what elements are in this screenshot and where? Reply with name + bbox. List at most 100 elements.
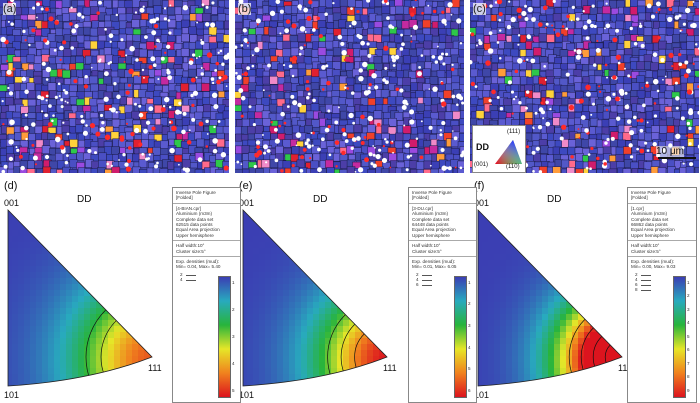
grain: [167, 131, 176, 141]
density-cell: [530, 210, 537, 213]
density-cell: [331, 212, 338, 219]
particle: [12, 67, 16, 71]
density-cell: [289, 290, 296, 297]
density-cell: [126, 344, 133, 351]
grain: [345, 124, 355, 134]
particle: [36, 16, 38, 19]
particle: [571, 5, 575, 9]
grain: [602, 169, 611, 173]
particle: [508, 0, 511, 3]
particle: [439, 129, 443, 132]
density-cell: [343, 212, 350, 219]
density-cell: [24, 350, 31, 357]
density-cell: [150, 210, 152, 213]
grain: [82, 6, 92, 16]
density-cell: [259, 284, 266, 291]
density-cell: [271, 278, 278, 285]
particle: [145, 157, 149, 161]
density-cell: [319, 380, 326, 386]
density-cell: [325, 386, 332, 391]
particle: [592, 102, 596, 106]
particle: [668, 7, 673, 11]
density-cell: [108, 338, 115, 345]
density-cell: [301, 272, 308, 279]
particle: [624, 67, 626, 70]
particle: [122, 153, 126, 157]
particle: [453, 136, 458, 141]
density-cell: [482, 224, 489, 231]
density-cell: [361, 218, 368, 225]
density-cell: [331, 314, 338, 321]
grain: [623, 146, 632, 155]
particle: [391, 140, 394, 143]
density-cell: [54, 290, 61, 297]
ipf-panel-e: (e) 001 DD 101 111: [235, 176, 468, 401]
particle: [604, 63, 608, 67]
particle: [53, 48, 57, 52]
density-cell: [355, 332, 362, 339]
density-cell: [12, 326, 19, 333]
density-cell: [482, 210, 489, 213]
density-cell: [494, 212, 501, 219]
density-cell: [277, 350, 284, 357]
density-cell: [66, 374, 73, 381]
density-cell: [96, 332, 103, 339]
particle: [356, 33, 361, 38]
density-cell: [361, 338, 368, 345]
density-cell: [277, 210, 284, 213]
density-cell: [253, 236, 260, 243]
grain: [75, 124, 85, 133]
particle: [628, 143, 633, 148]
particle: [247, 45, 249, 47]
particle: [213, 125, 216, 129]
density-cell: [259, 278, 266, 285]
density-cell: [24, 338, 31, 345]
density-cell: [385, 290, 387, 297]
density-cell: [60, 236, 67, 243]
particle: [308, 156, 312, 160]
density-cell: [66, 302, 73, 309]
density-cell: [18, 314, 25, 321]
particle: [664, 75, 667, 78]
density-cell: [277, 290, 284, 297]
density-cell: [90, 368, 97, 375]
particle: [110, 164, 113, 168]
density-cell: [253, 266, 260, 273]
grain: [643, 169, 652, 173]
density-cell: [48, 320, 55, 327]
density-cell: [337, 362, 344, 369]
particle: [429, 164, 432, 167]
density-cell: [259, 380, 266, 386]
density-cell: [90, 314, 97, 321]
density-cell: [243, 374, 248, 381]
density-cell: [243, 356, 248, 363]
density-cell: [78, 242, 85, 249]
density-cell: [24, 212, 31, 219]
density-cell: [265, 362, 272, 369]
density-cell: [295, 338, 302, 345]
density-cell: [54, 314, 61, 321]
density-cell: [301, 356, 308, 363]
density-cell: [313, 210, 320, 213]
density-cell: [18, 320, 25, 327]
particle: [403, 124, 406, 127]
grain: [275, 145, 284, 155]
density-cell: [156, 242, 160, 249]
density-cell: [572, 210, 579, 213]
particle: [512, 97, 516, 101]
particle: [656, 89, 660, 93]
density-cell: [253, 374, 260, 381]
density-cell: [60, 224, 67, 231]
density-cell: [391, 248, 395, 255]
particle: [496, 96, 500, 99]
grain: [373, 110, 383, 119]
density-cell: [144, 338, 151, 345]
density-cell: [114, 230, 121, 237]
grain: [326, 167, 335, 173]
density-cell: [343, 260, 350, 267]
particle: [312, 98, 316, 103]
density-cell: [385, 314, 387, 321]
density-cell: [307, 224, 314, 231]
density-cell: [78, 326, 85, 333]
density-cell: [18, 242, 25, 249]
